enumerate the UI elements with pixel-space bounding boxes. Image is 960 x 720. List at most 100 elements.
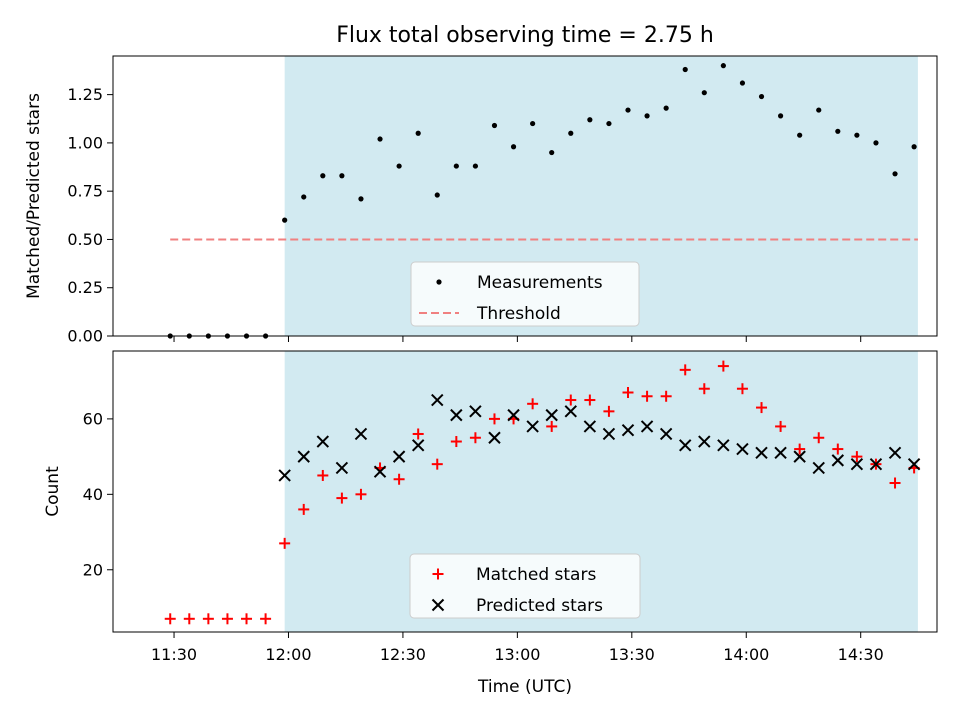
- predicted-star-point: [488, 431, 501, 444]
- predicted-star-point: [793, 450, 806, 463]
- x-b: [621, 424, 635, 437]
- measurement-point: [720, 63, 726, 69]
- predicted-star-point: [431, 393, 444, 407]
- predicted-star-point: [297, 450, 310, 463]
- predicted-star-point: [278, 469, 291, 482]
- measurement-point: [301, 194, 307, 200]
- x-b: [526, 420, 539, 433]
- plot-frame: [112, 350, 938, 633]
- plot-frame: [112, 55, 938, 337]
- predicted-star-point: [698, 435, 711, 448]
- x-b: [564, 405, 577, 418]
- x-b: [717, 439, 730, 452]
- matched-star-point: [241, 613, 253, 625]
- matched-star-point: [279, 537, 291, 549]
- x-b: [755, 446, 768, 460]
- x-b: [888, 446, 902, 460]
- y-tick-label: 20: [83, 560, 103, 579]
- predicted-star-point: [774, 446, 787, 460]
- matched-star-point: [488, 413, 500, 425]
- matched-star-point: [355, 488, 367, 500]
- legend-marker-predicted: [431, 598, 445, 612]
- predicted-star-point: [583, 420, 597, 433]
- measurement-point: [377, 136, 383, 142]
- y-tick-label: 1.00: [67, 133, 103, 152]
- measurement-point: [739, 80, 746, 86]
- y-tick-label: 1.25: [67, 85, 103, 104]
- measurement-point: [625, 107, 631, 113]
- matched-star-point: [813, 432, 825, 444]
- matched-star-point: [546, 420, 558, 432]
- matched-star-point: [469, 432, 481, 444]
- x-b: [659, 427, 673, 441]
- matched-star-point: [393, 473, 405, 485]
- x-tick-label: 13:30: [609, 645, 655, 664]
- x-b: [812, 461, 825, 475]
- measurement-point: [854, 132, 860, 138]
- x-tick-label: 13:00: [494, 645, 540, 664]
- predicted-star-point: [411, 439, 425, 452]
- y-tick-label: 0.50: [67, 230, 103, 249]
- predicted-star-point: [564, 405, 577, 418]
- predicted-star-point: [869, 457, 883, 471]
- matched-star-point: [317, 469, 329, 481]
- x-b: [297, 450, 310, 463]
- matched-star-point: [756, 402, 768, 414]
- matched-star-point: [889, 477, 901, 489]
- x-b: [831, 454, 845, 467]
- predicted-star-point: [392, 450, 406, 463]
- measurement-point: [510, 144, 517, 150]
- legend-label: Measurements: [477, 273, 603, 293]
- matched-star-point: [622, 386, 634, 398]
- measurement-point: [663, 105, 669, 111]
- matched-star-point: [679, 364, 691, 376]
- measurement-point: [415, 130, 421, 136]
- x-b: [316, 435, 330, 448]
- predicted-star-point: [469, 405, 482, 418]
- matched-star-point: [794, 443, 806, 455]
- matched-star-point: [603, 405, 615, 417]
- matched-star-point: [698, 383, 710, 395]
- matched-star-point: [565, 394, 577, 406]
- x-b: [354, 427, 368, 441]
- predicted-star-point: [450, 408, 463, 422]
- x-b: [679, 439, 692, 452]
- measurement-point: [587, 117, 593, 123]
- predicted-star-point: [640, 420, 654, 433]
- measurement-point: [644, 113, 650, 119]
- x-b: [850, 457, 864, 471]
- predicted-star-point: [316, 435, 330, 448]
- predicted-star-point: [335, 461, 349, 475]
- x-b: [450, 408, 463, 422]
- matched-star-point: [736, 383, 748, 395]
- x-tick-label: 12:00: [265, 645, 311, 664]
- predicted-star-point: [831, 454, 845, 467]
- measurement-point: [549, 149, 555, 156]
- chart-title: Flux total observing time = 2.75 h: [336, 23, 714, 48]
- predicted-star-point: [354, 427, 368, 441]
- y-tick-label: 0.75: [67, 182, 103, 201]
- measurement-point: [396, 163, 402, 169]
- matched-star-point: [260, 613, 272, 625]
- measurement-point: [873, 140, 879, 146]
- measurement-point: [701, 90, 707, 96]
- legend-box: [409, 553, 641, 619]
- predicted-star-point: [545, 408, 558, 422]
- y-tick-label: 0.00: [67, 327, 103, 346]
- measurement-point: [797, 132, 803, 138]
- x-b: [507, 408, 520, 422]
- measurement-point: [320, 173, 326, 179]
- x-b: [602, 427, 616, 441]
- matched-star-point: [298, 503, 310, 515]
- measurement-point: [911, 144, 917, 150]
- measurement-point: [339, 173, 345, 179]
- x-b: [774, 446, 787, 460]
- matched-star-point: [431, 458, 443, 470]
- x-axis-label: Time (UTC): [477, 677, 572, 697]
- predicted-star-point: [755, 446, 768, 460]
- x-b: [698, 435, 711, 448]
- measurement-point: [816, 107, 822, 113]
- predicted-star-point: [717, 439, 730, 452]
- y-tick-label: 40: [83, 485, 103, 504]
